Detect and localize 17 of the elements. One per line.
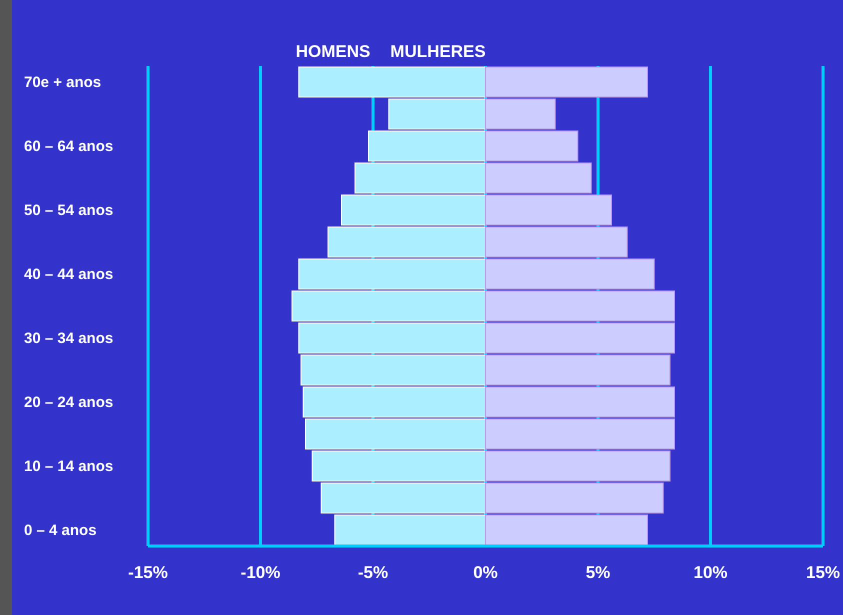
- x-tick-label: 10%: [693, 563, 728, 582]
- y-tick-label: 50 – 54 anos: [24, 202, 114, 219]
- y-tick-label: 40 – 44 anos: [24, 266, 114, 283]
- y-tick-label: 0 – 4 anos: [24, 522, 97, 539]
- y-tick-label: 60 – 64 anos: [24, 138, 114, 155]
- y-tick-label: 30 – 34 anos: [24, 330, 114, 347]
- y-tick-label: 70e + anos: [24, 74, 102, 91]
- y-tick-label: 10 – 14 anos: [24, 458, 114, 475]
- x-tick-label: 0%: [473, 563, 498, 582]
- x-tick-label: -5%: [358, 563, 388, 582]
- x-tick-label: -10%: [240, 563, 280, 582]
- series-label: HOMENS: [296, 42, 370, 61]
- x-tick-label: -15%: [128, 563, 168, 582]
- series-label: MULHERES: [390, 42, 486, 61]
- x-tick-label: 15%: [806, 563, 840, 582]
- x-tick-label: 5%: [586, 563, 610, 582]
- y-tick-label: 20 – 24 anos: [24, 394, 114, 411]
